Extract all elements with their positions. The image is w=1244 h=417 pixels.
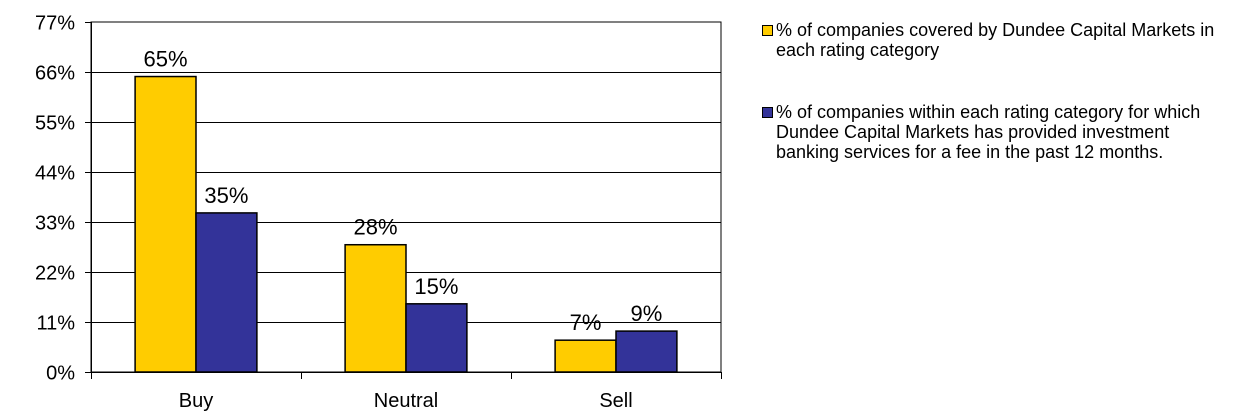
x-category-label: Neutral	[374, 390, 438, 412]
legend-item-banking: % of companies within each rating catego…	[762, 102, 1232, 162]
x-category-label: Buy	[179, 390, 213, 412]
legend-swatch-banking	[762, 107, 773, 118]
data-label: 7%	[570, 310, 602, 335]
data-label: 28%	[354, 215, 398, 240]
data-label: 35%	[204, 183, 248, 208]
y-tick-label: 0%	[46, 363, 75, 385]
y-tick-label: 33%	[35, 213, 75, 235]
y-tick-label: 77%	[35, 13, 75, 35]
bar	[615, 330, 678, 373]
y-tick-label: 22%	[35, 263, 75, 285]
y-tick-label: 44%	[35, 163, 75, 185]
bar	[554, 339, 617, 373]
data-label: 65%	[144, 47, 188, 72]
legend-label-coverage: % of companies covered by Dundee Capital…	[776, 20, 1215, 60]
legend: % of companies covered by Dundee Capital…	[762, 20, 1232, 204]
y-tick-label: 55%	[35, 113, 75, 135]
bar	[405, 303, 468, 373]
bar	[344, 243, 407, 373]
bar	[134, 75, 197, 373]
data-label: 9%	[631, 301, 663, 326]
legend-item-coverage: % of companies covered by Dundee Capital…	[762, 20, 1232, 60]
bar	[195, 212, 258, 373]
data-label: 15%	[414, 274, 458, 299]
x-category-label: Sell	[599, 390, 632, 412]
legend-swatch-coverage	[762, 25, 773, 36]
y-tick-label: 11%	[36, 313, 75, 335]
legend-label-banking: % of companies within each rating catego…	[776, 102, 1201, 162]
y-tick-label: 66%	[35, 63, 75, 85]
